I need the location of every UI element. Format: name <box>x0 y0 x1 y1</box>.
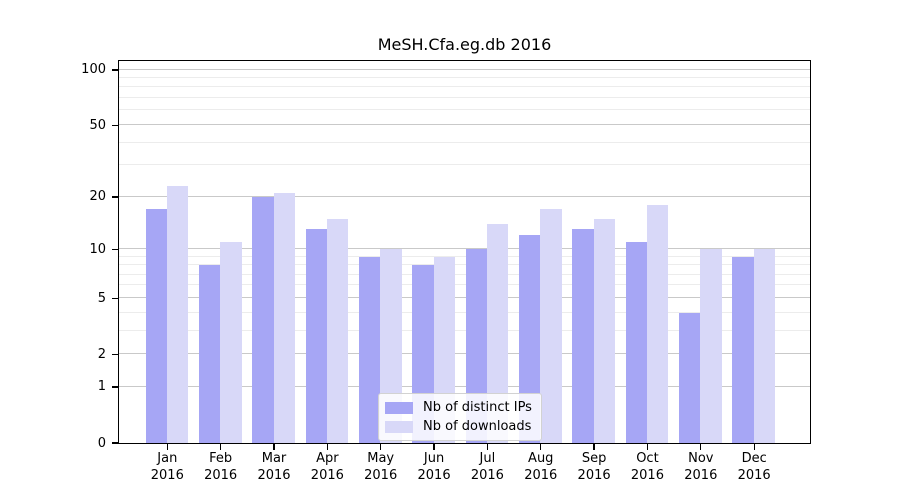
y-tick <box>111 69 119 71</box>
x-tick <box>326 444 328 451</box>
x-tick-label: Feb 2016 <box>204 451 238 483</box>
x-tick <box>273 444 275 451</box>
x-tick <box>700 444 702 451</box>
x-tick-label: Dec 2016 <box>737 451 771 483</box>
bar-downloads-aug <box>540 209 562 443</box>
y-tick-label: 50 <box>89 117 106 133</box>
x-tick <box>646 444 649 451</box>
bar-downloads-sep <box>593 218 616 443</box>
minor-gridline <box>118 273 810 275</box>
bar-distinct-ips-feb <box>198 265 221 443</box>
major-gridline <box>118 195 810 197</box>
y-tick-label: 10 <box>89 241 106 257</box>
minor-gridline <box>118 164 810 166</box>
bar-downloads-jul <box>487 223 509 443</box>
y-tick <box>111 442 119 444</box>
bar-downloads-oct <box>647 204 669 443</box>
bar-distinct-ips-dec <box>732 256 754 443</box>
minor-gridline <box>118 255 810 257</box>
x-tick-label: Jan 2016 <box>150 451 184 483</box>
x-tick-label: Aug 2016 <box>524 451 558 483</box>
bar-distinct-ips-mar <box>252 196 274 443</box>
minor-gridline <box>118 109 810 111</box>
y-tick-label: 0 <box>97 435 106 451</box>
minor-gridline <box>118 141 810 143</box>
major-gridline <box>118 296 810 298</box>
bar-downloads-mar <box>273 192 296 443</box>
minor-gridline <box>118 264 810 266</box>
legend-label-distinct-ips: Nb of distinct IPs <box>423 400 532 415</box>
bar-downloads-apr <box>327 218 349 443</box>
x-tick <box>593 444 595 451</box>
bar-downloads-dec <box>753 248 776 443</box>
minor-gridline <box>118 311 810 313</box>
legend-swatch-distinct-ips <box>385 401 413 414</box>
x-tick-label: Apr 2016 <box>310 451 344 483</box>
y-tick-label: 5 <box>97 290 106 306</box>
bar-downloads-jan <box>166 185 189 443</box>
y-tick <box>111 248 119 250</box>
bar-downloads-nov <box>700 248 722 443</box>
major-gridline <box>118 68 810 70</box>
legend: Nb of distinct IPs Nb of downloads <box>378 393 542 441</box>
legend-label-downloads: Nb of downloads <box>423 419 532 434</box>
y-tick <box>111 386 119 388</box>
x-tick <box>380 444 382 451</box>
x-tick-label: Mar 2016 <box>257 451 291 483</box>
minor-gridline <box>118 97 810 99</box>
minor-gridline <box>118 284 810 286</box>
x-tick <box>486 444 489 451</box>
chart-title: MeSH.Cfa.eg.db 2016 <box>377 35 552 54</box>
major-gridline <box>118 123 810 125</box>
bar-distinct-ips-sep <box>572 229 594 443</box>
bar-distinct-ips-apr <box>305 229 328 443</box>
minor-gridline <box>118 86 810 88</box>
y-tick <box>111 297 119 299</box>
bar-distinct-ips-nov <box>679 312 701 443</box>
y-tick-label: 20 <box>89 189 106 205</box>
bar-downloads-feb <box>220 241 242 443</box>
plot-area <box>117 59 811 444</box>
x-tick <box>220 444 222 451</box>
y-tick-label: 100 <box>81 62 106 78</box>
x-tick-label: Oct 2016 <box>630 451 664 483</box>
y-tick <box>111 196 119 198</box>
x-tick-label: Jul 2016 <box>470 451 504 483</box>
minor-gridline <box>118 77 810 79</box>
x-tick-label: Jun 2016 <box>417 451 451 483</box>
legend-item-distinct-ips: Nb of distinct IPs <box>385 400 532 415</box>
y-tick <box>111 353 119 355</box>
legend-item-downloads: Nb of downloads <box>385 419 532 434</box>
y-tick-label: 1 <box>97 379 106 395</box>
y-tick <box>111 124 119 126</box>
minor-gridline <box>118 329 810 331</box>
x-tick-label: Sep 2016 <box>577 451 611 483</box>
x-tick <box>166 444 168 451</box>
bar-distinct-ips-aug <box>519 235 541 443</box>
x-tick <box>753 444 755 451</box>
bar-distinct-ips-jan <box>145 209 167 443</box>
legend-swatch-downloads <box>385 420 413 433</box>
major-gridline <box>118 385 810 387</box>
bar-distinct-ips-may <box>359 256 381 443</box>
x-tick-label: Nov 2016 <box>684 451 718 483</box>
x-tick-label: May 2016 <box>364 451 398 483</box>
bar-distinct-ips-oct <box>625 241 648 443</box>
major-gridline <box>118 247 810 249</box>
y-tick-label: 2 <box>97 346 106 362</box>
x-tick <box>433 444 435 451</box>
x-tick <box>540 444 542 451</box>
major-gridline <box>118 352 810 354</box>
